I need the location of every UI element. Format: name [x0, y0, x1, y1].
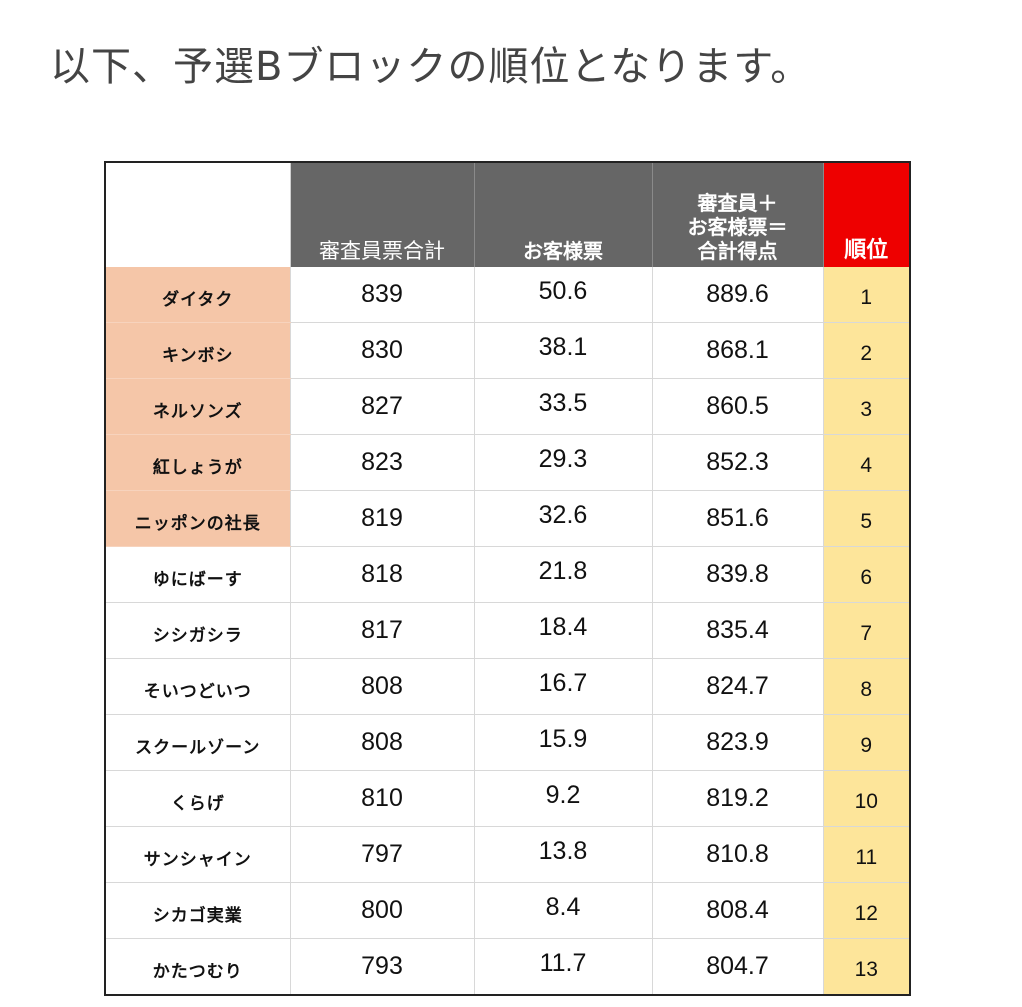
rank-value: 9 [823, 714, 910, 771]
header-rank: 順位 [823, 162, 910, 267]
table-row: シシガシラ 817 18.4 835.4 7 [105, 602, 910, 659]
judge-total: 819 [290, 490, 475, 547]
rank-value: 7 [823, 602, 910, 659]
audience-votes: 9.2 [474, 770, 653, 827]
judge-total: 808 [290, 658, 475, 715]
team-name: キンボシ [105, 322, 291, 379]
table-row: かたつむり 793 11.7 804.7 13 [105, 938, 910, 995]
audience-votes: 18.4 [474, 602, 653, 659]
combined-score: 835.4 [652, 602, 824, 659]
combined-score: 851.6 [652, 490, 824, 547]
judge-total: 808 [290, 714, 475, 771]
team-name: くらげ [105, 770, 291, 827]
audience-votes: 21.8 [474, 546, 653, 603]
judge-total: 818 [290, 546, 475, 603]
team-name: かたつむり [105, 938, 291, 995]
team-name: ニッポンの社長 [105, 490, 291, 547]
audience-votes: 33.5 [474, 378, 653, 435]
team-name: シシガシラ [105, 602, 291, 659]
rank-value: 5 [823, 490, 910, 547]
team-name: 紅しょうが [105, 434, 291, 491]
audience-votes: 13.8 [474, 826, 653, 883]
table-row: そいつどいつ 808 16.7 824.7 8 [105, 658, 910, 715]
table-row: ネルソンズ 827 33.5 860.5 3 [105, 378, 910, 435]
rank-value: 13 [823, 938, 910, 995]
combined-score: 823.9 [652, 714, 824, 771]
audience-votes: 32.6 [474, 490, 653, 547]
team-name: ネルソンズ [105, 378, 291, 435]
table-row: スクールゾーン 808 15.9 823.9 9 [105, 714, 910, 771]
table-header-row: 審査員票合計 お客様票 審査員＋ お客様票＝ 合計得点 順位 [105, 162, 910, 267]
table-row: サンシャイン 797 13.8 810.8 11 [105, 826, 910, 883]
table-row: キンボシ 830 38.1 868.1 2 [105, 322, 910, 379]
team-name: ゆにばーす [105, 546, 291, 603]
audience-votes: 38.1 [474, 322, 653, 379]
rank-value: 10 [823, 770, 910, 827]
judge-total: 827 [290, 378, 475, 435]
audience-votes: 16.7 [474, 658, 653, 715]
judge-total: 817 [290, 602, 475, 659]
rank-value: 4 [823, 434, 910, 491]
table-row: 紅しょうが 823 29.3 852.3 4 [105, 434, 910, 491]
judge-total: 839 [290, 267, 475, 323]
table-row: ダイタク 839 50.6 889.6 1 [105, 267, 910, 323]
combined-score: 810.8 [652, 826, 824, 883]
header-audience-votes: お客様票 [474, 162, 653, 267]
judge-total: 793 [290, 938, 475, 995]
team-name: ダイタク [105, 267, 291, 323]
ranking-table: 審査員票合計 お客様票 審査員＋ お客様票＝ 合計得点 順位 ダイタク 839 50… [104, 161, 911, 996]
audience-votes: 11.7 [474, 938, 653, 995]
audience-votes: 50.6 [474, 267, 653, 323]
header-name [105, 162, 291, 267]
combined-score: 808.4 [652, 882, 824, 939]
team-name: サンシャイン [105, 826, 291, 883]
team-name: そいつどいつ [105, 658, 291, 715]
combined-score: 889.6 [652, 267, 824, 323]
combined-score: 819.2 [652, 770, 824, 827]
combined-score: 852.3 [652, 434, 824, 491]
combined-score: 839.8 [652, 546, 824, 603]
table-row: シカゴ実業 800 8.4 808.4 12 [105, 882, 910, 939]
rank-value: 12 [823, 882, 910, 939]
rank-value: 8 [823, 658, 910, 715]
header-judge-total: 審査員票合計 [290, 162, 475, 267]
page-title: 以下、予選Bブロックの順位となります。 [50, 44, 812, 90]
combined-score: 824.7 [652, 658, 824, 715]
table-row: ゆにばーす 818 21.8 839.8 6 [105, 546, 910, 603]
combined-score: 868.1 [652, 322, 824, 379]
table-row: くらげ 810 9.2 819.2 10 [105, 770, 910, 827]
audience-votes: 8.4 [474, 882, 653, 939]
rank-value: 2 [823, 322, 910, 379]
combined-score: 804.7 [652, 938, 824, 995]
judge-total: 797 [290, 826, 475, 883]
rank-value: 1 [823, 267, 910, 323]
audience-votes: 15.9 [474, 714, 653, 771]
rank-value: 11 [823, 826, 910, 883]
rank-value: 6 [823, 546, 910, 603]
judge-total: 823 [290, 434, 475, 491]
team-name: シカゴ実業 [105, 882, 291, 939]
table-row: ニッポンの社長 819 32.6 851.6 5 [105, 490, 910, 547]
header-combined-score: 審査員＋ お客様票＝ 合計得点 [652, 162, 824, 267]
team-name: スクールゾーン [105, 714, 291, 771]
rank-value: 3 [823, 378, 910, 435]
judge-total: 830 [290, 322, 475, 379]
audience-votes: 29.3 [474, 434, 653, 491]
combined-score: 860.5 [652, 378, 824, 435]
judge-total: 810 [290, 770, 475, 827]
judge-total: 800 [290, 882, 475, 939]
